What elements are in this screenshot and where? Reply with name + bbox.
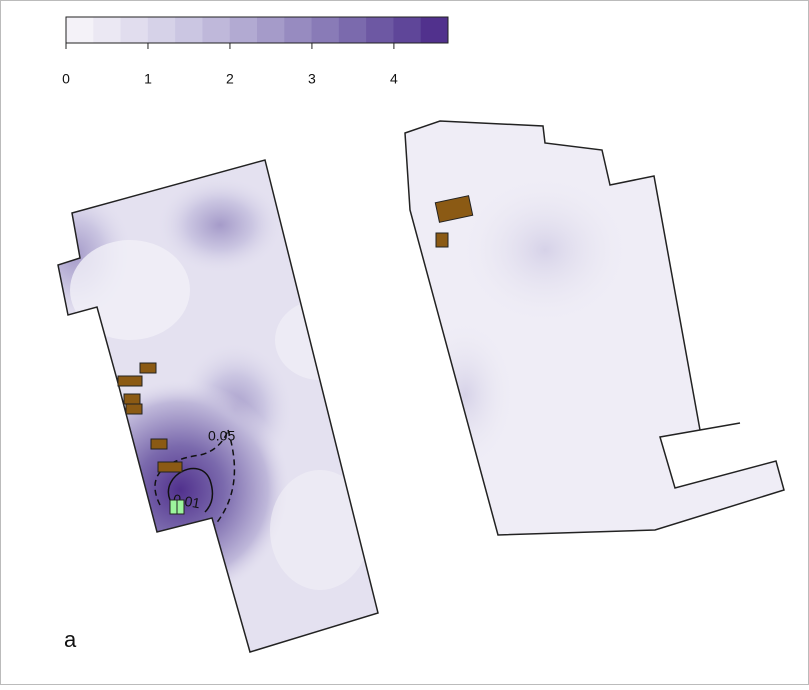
colorbar-step xyxy=(393,17,422,43)
colorbar-tick-label: 3 xyxy=(308,71,316,87)
colorbar-step xyxy=(229,17,258,43)
colorbar-step xyxy=(202,17,231,43)
colorbar-step xyxy=(93,17,122,43)
colorbar-step xyxy=(66,17,94,43)
right-region-outline xyxy=(404,120,785,536)
contour-005 xyxy=(214,429,236,526)
colorbar-step xyxy=(366,17,394,43)
contour-label: 0.05 xyxy=(208,428,235,444)
colorbar-step xyxy=(175,17,203,43)
contour-005 xyxy=(154,429,229,506)
left-region-outline xyxy=(57,159,379,653)
right-region-fill xyxy=(405,121,784,535)
colorbar-border xyxy=(65,16,449,44)
contour-001 xyxy=(167,467,214,513)
colorbar-tick-label: 2 xyxy=(226,71,234,87)
colorbar-tick-label: 0 xyxy=(62,71,70,87)
colorbar-step xyxy=(284,17,313,43)
colorbar: 0 1 2 3 4 xyxy=(62,16,449,87)
buildings xyxy=(117,195,474,473)
colorbar-step xyxy=(338,17,367,43)
colorbar-step xyxy=(311,17,340,43)
colorbar-tick-label: 4 xyxy=(390,71,398,87)
colorbar-step xyxy=(147,17,176,43)
colorbar-step xyxy=(120,17,149,43)
colorbar-step xyxy=(420,17,449,43)
colorbar-step xyxy=(257,17,285,43)
colorbar-tick-label: 1 xyxy=(144,71,152,87)
panel-label: a xyxy=(64,627,77,652)
left-region-fill xyxy=(58,160,378,652)
